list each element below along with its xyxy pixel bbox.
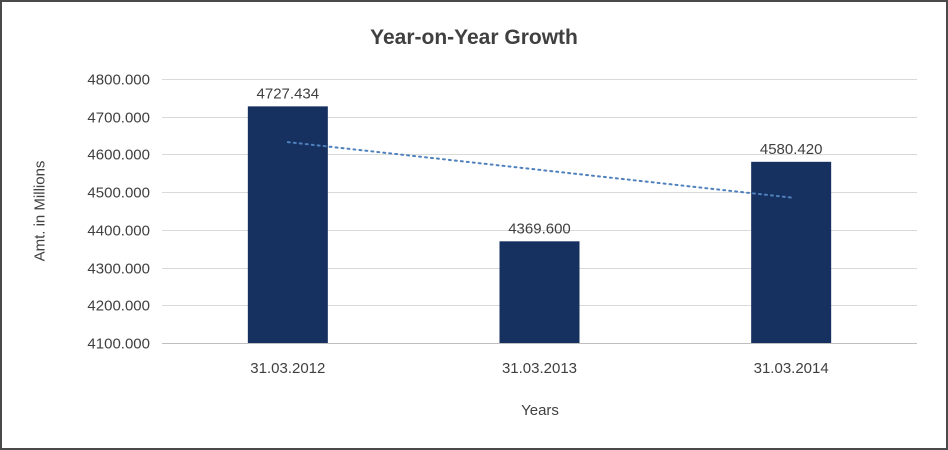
x-axis-title: Years: [521, 402, 559, 419]
y-tick-label: 4200.000: [87, 298, 150, 315]
chart-title: Year-on-Year Growth: [370, 26, 578, 49]
trendline: [286, 141, 793, 199]
bar: [499, 241, 580, 343]
y-tick-label: 4100.000: [87, 336, 150, 353]
x-category-label: 31.03.2012: [250, 360, 325, 377]
bar-data-label: 4580.420: [760, 141, 823, 158]
y-tick-label: 4500.000: [87, 185, 150, 202]
y-tick-label: 4300.000: [87, 261, 150, 278]
bar: [751, 161, 832, 343]
y-tick-label: 4600.000: [87, 147, 150, 164]
bar-data-label: 4369.600: [508, 220, 571, 237]
x-category-label: 31.03.2014: [754, 360, 829, 377]
y-tick-label: 4400.000: [87, 223, 150, 240]
y-axis-title: Amt. in Millions: [31, 160, 49, 262]
y-tick-label: 4700.000: [87, 110, 150, 127]
bar: [247, 106, 328, 343]
y-tick-label: 4800.000: [87, 72, 150, 89]
x-category-label: 31.03.2013: [502, 360, 577, 377]
bar-data-label: 4727.434: [257, 85, 320, 102]
